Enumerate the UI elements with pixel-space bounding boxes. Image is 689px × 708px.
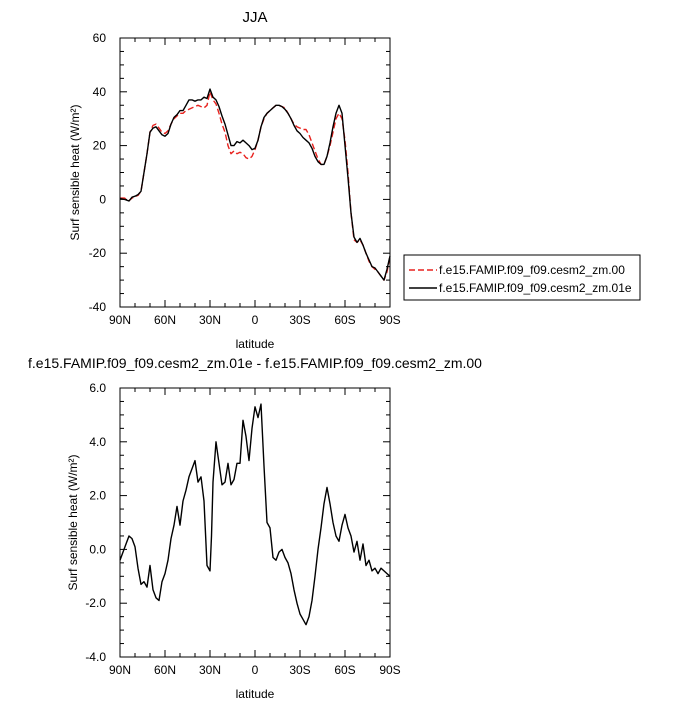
bottom-y-tick-label: 6.0 [89, 381, 106, 395]
bottom-y-tick-label: -2.0 [85, 596, 106, 610]
top-y-tick-label: 20 [93, 139, 107, 153]
top-y-tick-label: 40 [93, 85, 107, 99]
bottom-y-axis-label: Surf sensible heat (W/m²) [66, 454, 80, 590]
top-panel: JJA 90N 60N 30N 0 30S 60S 90S -40 -20 0 20 40 60 lat… [68, 9, 641, 351]
top-y-tick-label: -40 [89, 300, 107, 314]
bottom-x-tick-label: 90S [379, 663, 400, 677]
top-y-tick-label: 0 [99, 192, 106, 206]
bottom-y-tick-label: 0.0 [89, 542, 106, 556]
bottom-x-tick-label: 30N [199, 663, 221, 677]
legend-entry-01e: f.e15.FAMIP.f09_f09.cesm2_zm.01e [439, 281, 632, 295]
top-x-tick-label: 0 [252, 313, 259, 327]
bottom-series-line-0 [119, 403, 391, 626]
bottom-x-tick-label: 60S [334, 663, 355, 677]
top-x-tick-label: 60N [154, 313, 176, 327]
top-y-tick-label: 60 [93, 31, 107, 45]
bottom-x-tick-label: 30S [289, 663, 310, 677]
top-series-line-0 [120, 91, 391, 281]
top-x-tick-label: 30N [199, 313, 221, 327]
bottom-chart-title: f.e15.FAMIP.f09_f09.cesm2_zm.01e - f.e15… [28, 355, 482, 371]
bottom-axes: 90N 60N 30N 0 30S 60S 90S -4.0 -2.0 0.0 2.0 4.0 6.0 [85, 381, 400, 677]
top-x-axis-label: latitude [236, 337, 275, 351]
legend: f.e15.FAMIP.f09_f09.cesm2_zm.00 f.e15.FA… [403, 254, 641, 301]
bottom-x-axis-label: latitude [236, 687, 275, 701]
top-x-tick-label: 90N [109, 313, 131, 327]
top-axes: 90N 60N 30N 0 30S 60S 90S -40 -20 0 20 40 60 [89, 31, 401, 327]
bottom-y-tick-label: -4.0 [85, 650, 106, 664]
top-series-group [119, 88, 391, 281]
top-x-tick-label: 90S [379, 313, 400, 327]
bottom-panel: f.e15.FAMIP.f09_f09.cesm2_zm.01e - f.e15… [28, 355, 482, 701]
top-x-tick-label: 30S [289, 313, 310, 327]
legend-entry-00: f.e15.FAMIP.f09_f09.cesm2_zm.00 [439, 263, 625, 277]
bottom-y-tick-label: 4.0 [89, 435, 106, 449]
bottom-x-tick-label: 60N [154, 663, 176, 677]
top-series-line-1 [119, 88, 391, 281]
bottom-plot-frame [119, 387, 391, 658]
top-plot-frame [119, 37, 391, 308]
legend-box [403, 254, 641, 301]
top-y-axis-label: Surf sensible heat (W/m²) [68, 104, 82, 240]
top-chart-title: JJA [242, 9, 267, 26]
bottom-y-tick-label: 2.0 [89, 489, 106, 503]
top-x-tick-label: 60S [334, 313, 355, 327]
top-y-tick-label: -20 [89, 246, 107, 260]
bottom-x-tick-label: 0 [252, 663, 259, 677]
bottom-series-group [119, 403, 391, 626]
bottom-x-tick-label: 90N [109, 663, 131, 677]
